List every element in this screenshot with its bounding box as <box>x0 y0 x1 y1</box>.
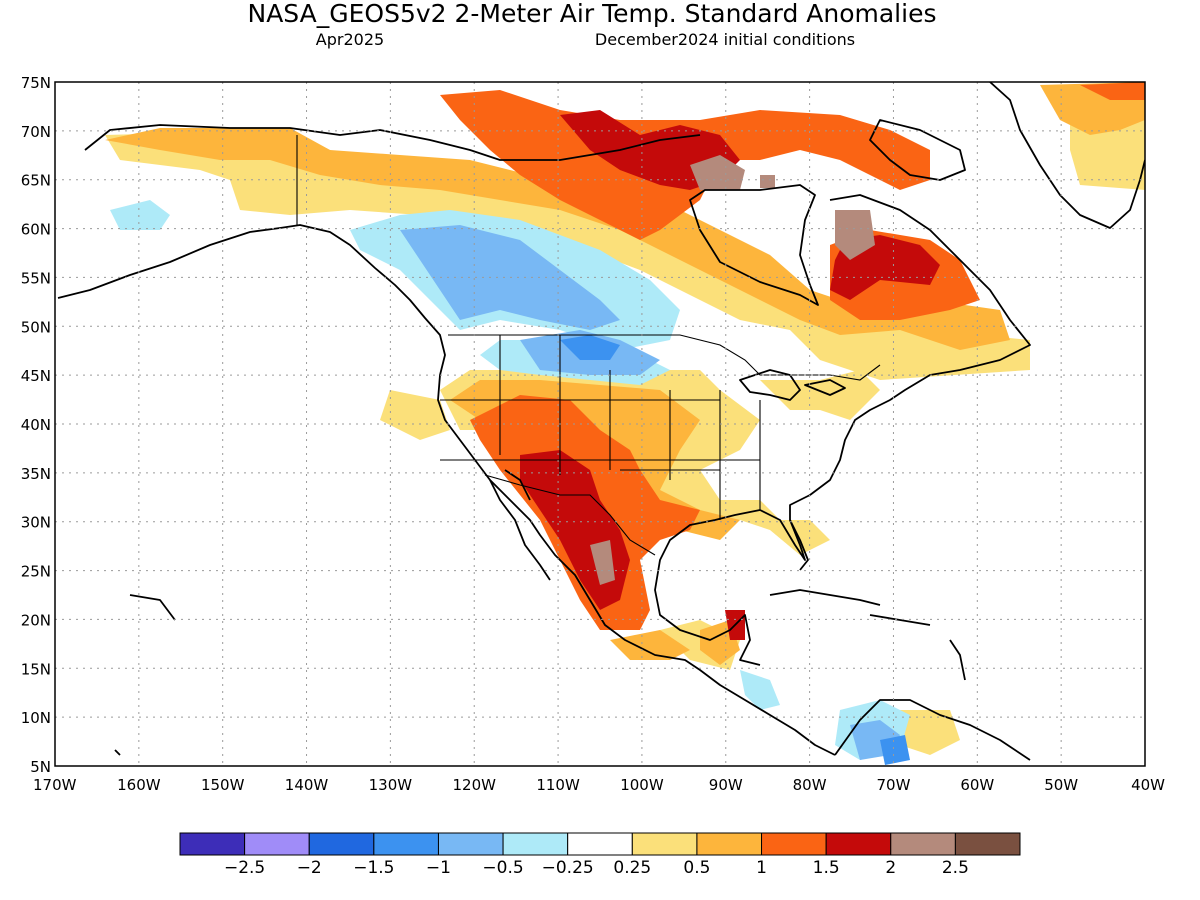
lon-tick-label: 170W <box>33 776 77 794</box>
lat-tick-label: 55N <box>21 269 51 287</box>
lat-tick-label: 20N <box>21 611 51 629</box>
state-lines <box>440 335 761 520</box>
lon-tick-label: 130W <box>369 776 413 794</box>
legend-swatch <box>244 832 310 856</box>
coastline-alaska <box>57 224 836 756</box>
lon-tick-label: 50W <box>1044 776 1078 794</box>
legend-swatch <box>567 832 633 856</box>
lat-tick-label: 75N <box>21 74 51 92</box>
latitude-labels: 75N 70N 65N 60N 55N 50N 45N 40N 35N 30N 25N 20N 15N 1… <box>21 74 51 776</box>
border-us-canada <box>448 334 881 381</box>
boundary-layer <box>296 135 881 556</box>
legend-tick-label: 1 <box>756 858 767 878</box>
anomaly-band-neg-1 <box>560 335 910 765</box>
lat-tick-label: 40N <box>21 416 51 434</box>
coastline-baffin <box>869 119 966 181</box>
legend-swatch <box>825 832 892 856</box>
legend-swatch <box>890 832 956 856</box>
lon-tick-label: 140W <box>285 776 329 794</box>
coastline-layer <box>57 82 1145 761</box>
map-frame <box>54 81 1146 767</box>
color-legend <box>179 832 1021 856</box>
legend-tick-label: −1.5 <box>353 858 394 878</box>
legend-tick-label: −1 <box>426 858 451 878</box>
lon-tick-label: 120W <box>452 776 496 794</box>
lat-lon-grid <box>55 82 1145 766</box>
lat-tick-label: 25N <box>21 563 51 581</box>
legend-tick-label: −0.25 <box>542 858 594 878</box>
lat-tick-label: 10N <box>21 709 51 727</box>
legend-swatch <box>308 832 375 856</box>
init-conditions: December2024 initial conditions <box>595 30 855 49</box>
lat-tick-label: 70N <box>21 123 51 141</box>
coastline-hudson-bay <box>689 184 819 306</box>
legend-swatch <box>373 832 439 856</box>
longitude-labels: 170W 160W 150W 140W 130W 120W 110W 100W 90W 80W 70… <box>33 776 1165 794</box>
lon-tick-label: 80W <box>793 776 827 794</box>
lon-tick-label: 60W <box>960 776 994 794</box>
anomaly-band-2 <box>590 155 875 585</box>
legend-swatch <box>696 832 763 856</box>
legend-swatch <box>954 832 1021 856</box>
coastline-greenland <box>989 82 1145 229</box>
legend-tick-label: 0.25 <box>613 858 651 878</box>
legend-swatch <box>502 832 569 856</box>
lat-tick-label: 65N <box>21 172 51 190</box>
figure-title: NASA_GEOS5v2 2-Meter Air Temp. Standard … <box>248 0 937 28</box>
map-panel <box>55 82 1145 766</box>
coastline-islands <box>114 594 176 756</box>
legend-tick-label: 1.5 <box>813 858 840 878</box>
lat-tick-label: 45N <box>21 367 51 385</box>
lon-tick-label: 90W <box>709 776 743 794</box>
legend-tick-label: 2.5 <box>942 858 969 878</box>
coastline-arctic <box>84 124 701 161</box>
legend-tick-label: −2 <box>297 858 322 878</box>
legend-tick-label: 0.5 <box>683 858 710 878</box>
legend-tick-label: −2.5 <box>224 858 265 878</box>
lon-tick-label: 110W <box>536 776 580 794</box>
coastline-great-lakes <box>739 369 846 401</box>
coastline-south-america <box>834 699 1031 761</box>
lon-tick-label: 100W <box>620 776 664 794</box>
lat-tick-label: 15N <box>21 660 51 678</box>
lat-tick-label: 30N <box>21 514 51 532</box>
target-month: Apr2025 <box>316 30 384 49</box>
legend-tick-label: −0.5 <box>482 858 523 878</box>
lon-tick-label: 40W <box>1131 776 1165 794</box>
lon-tick-label: 70W <box>877 776 911 794</box>
legend-swatch <box>761 832 827 856</box>
coastline-caribbean <box>769 589 966 681</box>
legend-swatch <box>179 832 246 856</box>
lat-tick-label: 5N <box>30 758 51 776</box>
lat-tick-label: 60N <box>21 221 51 239</box>
lon-tick-label: 160W <box>117 776 161 794</box>
coastline-florida <box>789 519 809 571</box>
legend-labels: −2.5 −2 −1.5 −1 −0.5 −0.25 0.25 0.5 1 1.5 2 2.5 <box>224 858 969 878</box>
legend-swatch <box>631 832 698 856</box>
lat-tick-label: 35N <box>21 465 51 483</box>
border-us-mexico <box>484 474 656 556</box>
coastline-labrador <box>654 194 1031 666</box>
legend-swatch <box>437 832 504 856</box>
lat-tick-label: 50N <box>21 318 51 336</box>
legend-tick-label: 2 <box>885 858 896 878</box>
lon-tick-label: 150W <box>201 776 245 794</box>
